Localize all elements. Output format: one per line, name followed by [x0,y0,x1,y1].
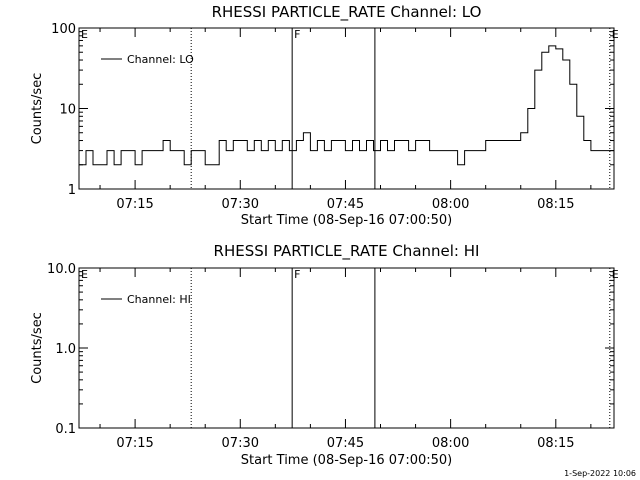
plot1-x-tick-label: 08:15 [537,197,574,212]
plot2-y-tick-label: 0.1 [55,422,76,437]
plot1-x-tick-label: 07:45 [327,197,364,212]
plot2-x-axis-label: Start Time (08-Sep-16 07:00:50) [241,453,452,468]
plot2-x-tick-label: 07:15 [116,436,153,451]
plot2-title: RHESSI PARTICLE_RATE Channel: HI [214,242,480,261]
plot2-y-axis-label: Counts/sec [30,312,45,384]
plot1-event-marker-label: F [294,28,300,41]
plot2-event-marker-label: F [294,268,300,281]
plot2-x-tick-label: 08:15 [537,436,574,451]
plot2-x-tick-label: 07:30 [222,436,259,451]
plot1-legend-entry: Channel: LO [127,53,194,66]
footer-timestamp: 1-Sep-2022 10:06 [564,469,636,478]
plot1-x-tick-label: 07:15 [116,197,153,212]
plot1-event-marker-label: E [612,28,619,41]
plot1-y-tick-label: 1 [68,183,76,198]
plot2-legend-entry: Channel: HI [127,293,191,306]
plot1-x-tick-label: 07:30 [222,197,259,212]
plot1-title: RHESSI PARTICLE_RATE Channel: LO [212,3,482,22]
plot2-frame [78,267,615,429]
plot2-x-tick-label: 07:45 [327,436,364,451]
plot1-series-line [79,45,615,166]
plot1-x-axis-label: Start Time (08-Sep-16 07:00:50) [241,213,452,228]
plot1-y-tick-label: 100 [51,22,76,37]
plot1-y-axis-label: Counts/sec [30,73,45,145]
plot1-y-tick-label: 10 [59,103,76,118]
plot2-event-marker-label: E [81,268,88,281]
plot1-event-marker-label: E [81,28,88,41]
plot2-event-marker-label: E [612,268,619,281]
plot2-x-tick-label: 08:00 [432,436,469,451]
plot2-y-tick-label: 10.0 [47,262,76,277]
plot2-y-tick-label: 1.0 [55,342,76,357]
plot1-x-tick-label: 08:00 [432,197,469,212]
